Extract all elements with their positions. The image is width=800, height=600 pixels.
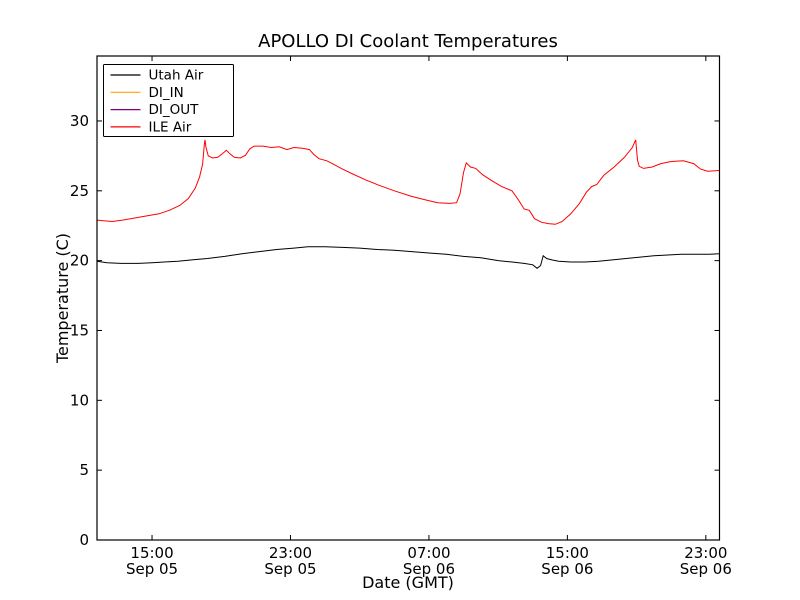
series-line-utah-air [96, 246, 720, 269]
x-tick-label-time: 23:00 [269, 544, 312, 562]
legend-label-utah-air: Utah Air [149, 68, 204, 84]
y-tick-label: 10 [70, 391, 89, 409]
x-tick-label-date: Sep 06 [541, 560, 593, 578]
x-tick-label-date: Sep 05 [126, 560, 178, 578]
series-line-ile-air [96, 139, 720, 225]
x-tick-label-date: Sep 05 [264, 560, 316, 578]
x-tick-label-time: 23:00 [684, 544, 727, 562]
y-tick-label: 20 [70, 252, 89, 270]
x-tick-label-time: 15:00 [546, 544, 589, 562]
y-tick-label: 15 [70, 321, 89, 339]
x-axis-label: Date (GMT) [362, 573, 454, 592]
legend-label-di-in: DI_IN [149, 85, 184, 101]
y-tick-label: 5 [79, 461, 89, 479]
legend-label-ile-air: ILE Air [149, 119, 192, 135]
x-tick-label-time: 15:00 [130, 544, 173, 562]
legend-label-di-out: DI_OUT [149, 102, 200, 118]
legend-box [103, 64, 234, 137]
y-axis-label: Temperature (C) [53, 233, 72, 364]
y-tick-label: 0 [79, 531, 89, 549]
y-tick-label: 25 [70, 182, 89, 200]
y-tick-label: 30 [70, 112, 89, 130]
x-tick-label-date: Sep 06 [680, 560, 732, 578]
plot-frame [96, 55, 721, 541]
x-tick-label-date: Sep 06 [403, 560, 455, 578]
x-tick-label-time: 07:00 [407, 544, 450, 562]
chart-title: APOLLO DI Coolant Temperatures [258, 31, 558, 52]
series-layer [96, 139, 720, 269]
